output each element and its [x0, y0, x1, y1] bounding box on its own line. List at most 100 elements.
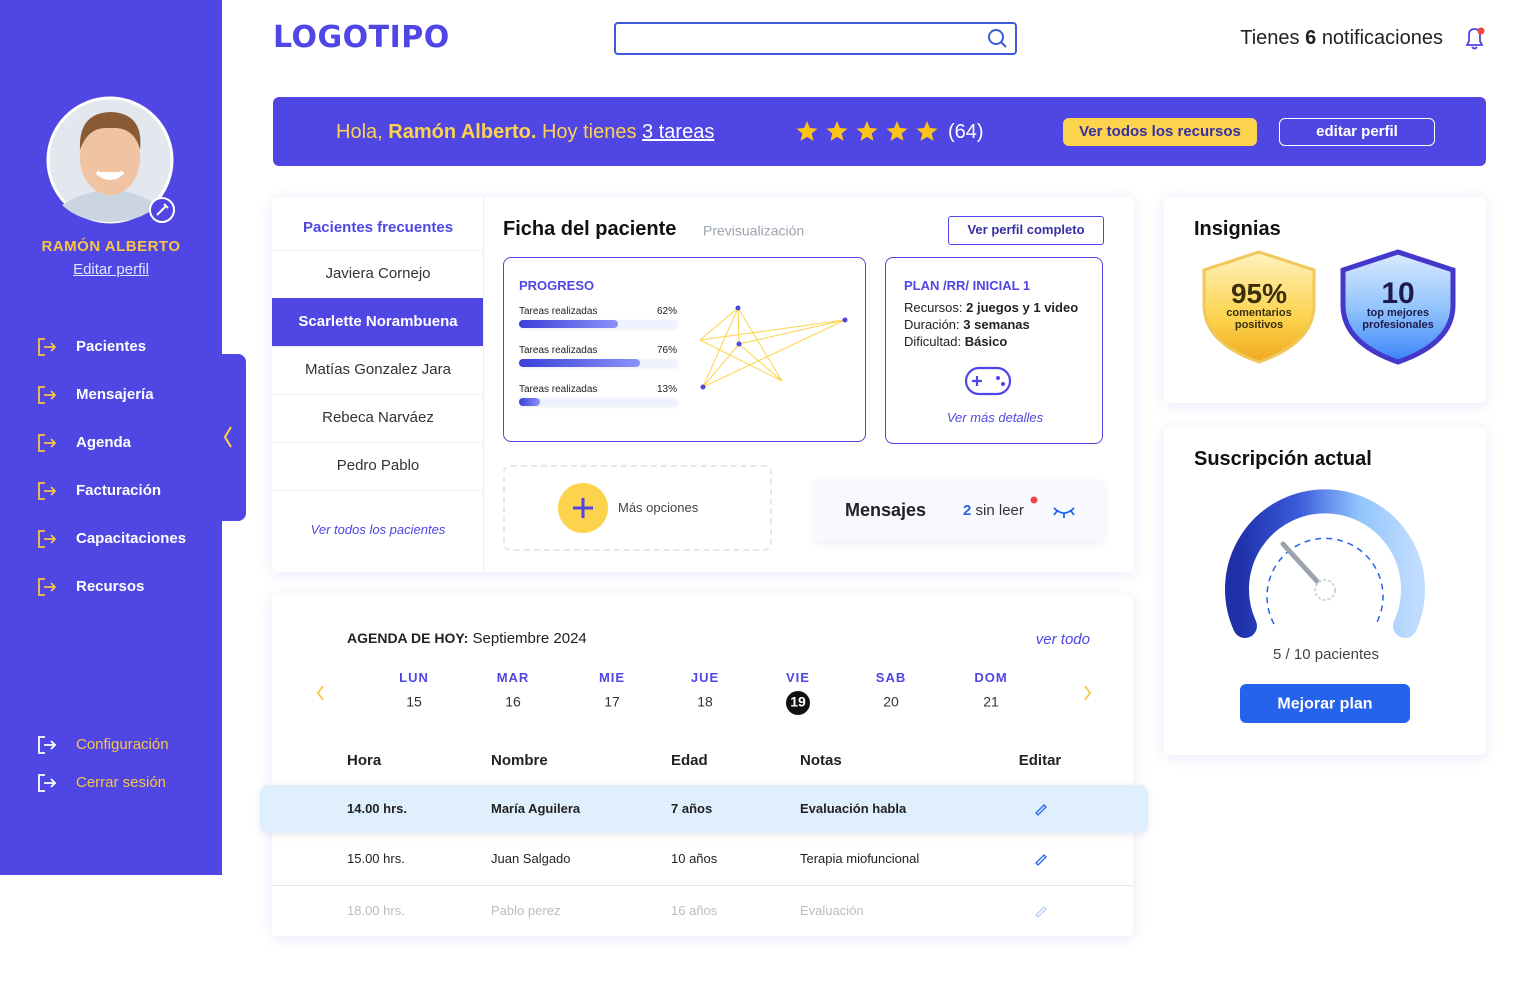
rating-star [796, 121, 818, 141]
footer-menu-item[interactable]: Configuración [76, 736, 169, 753]
badge-value: 95% [1230, 278, 1288, 310]
edit-profile-button[interactable] [1279, 118, 1435, 146]
day-number[interactable]: 19 [790, 693, 806, 710]
progress-panel [503, 257, 866, 442]
rating-star [826, 121, 848, 141]
day-name[interactable]: LUN [399, 670, 429, 686]
progress-bar [519, 359, 640, 367]
network-line [699, 339, 783, 382]
table-cell: 7 años [671, 801, 713, 817]
notifications: Tienes 6 notificaciones [1240, 26, 1443, 50]
search-icon [988, 29, 1004, 45]
tasks-link[interactable]: 3 tareas [642, 121, 715, 143]
edit-profile-link[interactable]: Editar perfil [73, 261, 149, 278]
patients-title: Pacientes frecuentes [302, 219, 454, 236]
logo: LOGOTIPO [273, 20, 450, 55]
day-number[interactable]: 15 [406, 693, 422, 710]
unread-count: 2 [963, 502, 972, 519]
day-number[interactable]: 17 [604, 693, 620, 710]
network-node [842, 317, 848, 323]
menu-item[interactable]: Facturación [76, 482, 162, 499]
table-header: Hora [347, 752, 382, 769]
menu-icon [38, 338, 57, 356]
avatar-shirt [62, 190, 158, 222]
plan-detail-label: Duración: [904, 317, 960, 333]
gauge-dial [1266, 537, 1384, 625]
footer-menu-item[interactable]: Cerrar sesión [76, 774, 167, 791]
patient-item[interactable]: Scarlette Norambuena [298, 313, 458, 330]
rating-star [886, 121, 908, 141]
row-separator [272, 885, 1133, 886]
badge-label: top mejores profesionales [1362, 307, 1434, 331]
menu-item[interactable]: Mensajería [76, 386, 154, 403]
day-number[interactable]: 20 [883, 693, 899, 710]
day-name[interactable]: SAB [875, 670, 907, 686]
day-name[interactable]: MAR [496, 670, 530, 686]
network-node [700, 384, 706, 390]
separator [272, 490, 483, 491]
day-number[interactable]: 21 [983, 693, 999, 710]
menu-item[interactable]: Pacientes [76, 338, 147, 355]
badge-value: 10 [1381, 277, 1415, 310]
patient-item[interactable]: Pedro Pablo [336, 457, 420, 474]
table-cell: Juan Salgado [491, 851, 571, 867]
day-number[interactable]: 18 [697, 693, 713, 710]
network-line [699, 319, 846, 341]
network-line [738, 343, 783, 382]
plan-detail: Recursos: 2 juegos y 1 video [904, 300, 1078, 316]
table-header: Edad [671, 752, 708, 769]
network-line [738, 319, 846, 345]
badge-shield [1340, 249, 1456, 365]
patient-item[interactable]: Rebeca Narváez [322, 409, 434, 426]
agenda-view-all[interactable]: ver todo [1035, 631, 1090, 648]
day-name[interactable]: JUE [690, 670, 720, 686]
plan-detail-value: Básico [964, 334, 1008, 350]
profile-button[interactable] [948, 216, 1104, 245]
unread-dot [1030, 496, 1038, 504]
messages-panel[interactable] [815, 481, 1104, 541]
bell-dot [1477, 27, 1485, 35]
more-options[interactable] [503, 465, 772, 551]
progress-bar [519, 320, 618, 328]
upgrade-button-label[interactable]: Mejorar plan [1277, 695, 1373, 713]
patient-item[interactable]: Matías Gonzalez Jara [305, 361, 451, 378]
add-icon [573, 498, 593, 518]
subscription-title: Suscripción actual [1194, 448, 1372, 470]
menu-item[interactable]: Capacitaciones [76, 530, 187, 547]
avatar-hair [79, 112, 141, 150]
plan-link[interactable]: Ver más detalles [946, 410, 1044, 426]
menu-item[interactable]: Agenda [76, 434, 132, 451]
avatar-face [80, 121, 140, 195]
menu-item[interactable]: Recursos [76, 578, 145, 595]
messages-unread: 2 sin leer [963, 502, 1024, 520]
table-cell: 18.00 hrs. [347, 903, 405, 919]
search-input[interactable] [614, 22, 1017, 55]
progress-label: Tareas realizadas [519, 345, 598, 356]
resources-button[interactable] [1063, 118, 1257, 146]
notifications-suffix: notificaciones [1321, 27, 1443, 49]
table-header: Editar [1018, 752, 1062, 769]
notifications-prefix: Tienes [1240, 27, 1300, 49]
day-number[interactable]: 16 [505, 693, 521, 710]
day-name[interactable]: MIE [598, 670, 626, 686]
patient-item[interactable]: Javiera Cornejo [325, 265, 431, 282]
resources-button-label[interactable]: Ver todos los recursos [1079, 123, 1241, 140]
profile-button-label[interactable]: Ver perfil completo [967, 222, 1085, 238]
sidebar-collapse-tab[interactable] [200, 354, 246, 521]
upgrade-button[interactable] [1240, 684, 1410, 723]
patient-item-selected [272, 298, 483, 346]
view-all-patients[interactable]: Ver todos los pacientes [310, 522, 446, 538]
plan-title: PLAN /RR/ INICIAL 1 [904, 278, 1031, 294]
table-cell: 16 años [671, 903, 718, 919]
day-name[interactable]: DOM [974, 670, 1008, 686]
row-highlight [260, 785, 1148, 833]
edit-profile-button-label[interactable]: editar perfil [1316, 123, 1398, 140]
progress-label: Tareas realizadas [519, 384, 598, 395]
rating-star [916, 121, 938, 141]
day-name[interactable]: VIE [786, 670, 810, 686]
agenda-title: AGENDA DE HOY: [347, 630, 469, 646]
gamepad-button [996, 376, 1000, 380]
rating-count: (64) [948, 121, 984, 143]
agenda-heading: AGENDA DE HOY: Septiembre 2024 [347, 630, 587, 648]
